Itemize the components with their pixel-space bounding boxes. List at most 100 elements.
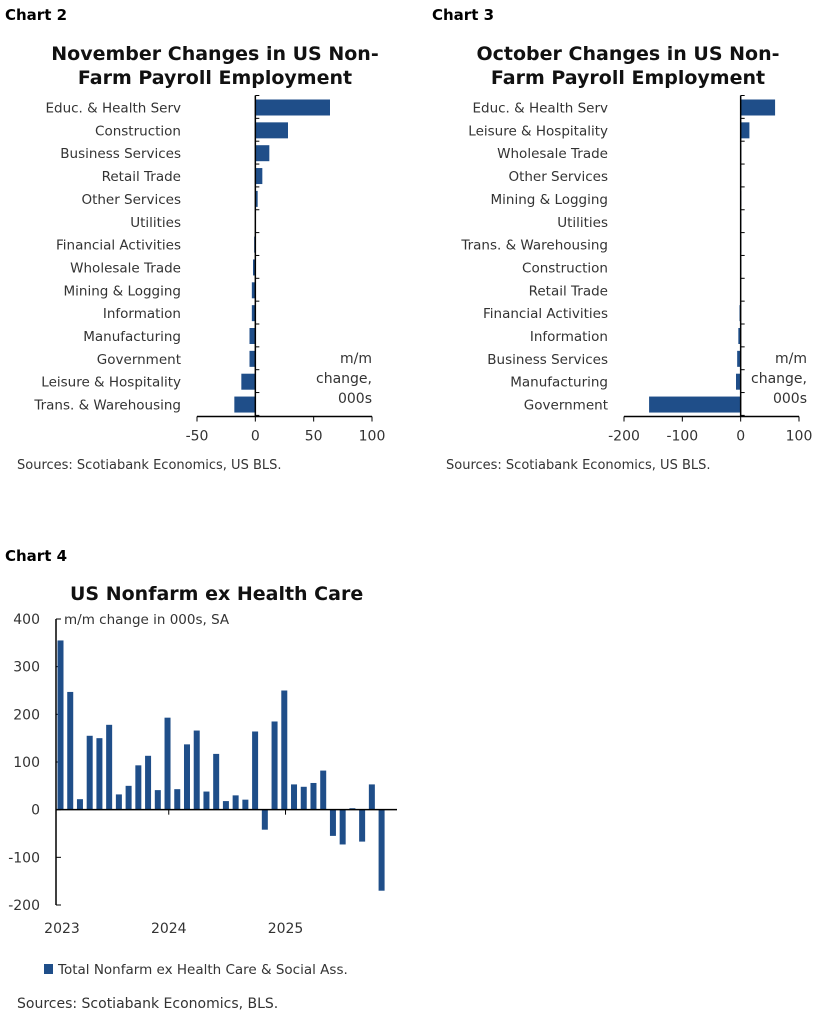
chart3-category-label: Mining & Logging <box>491 192 609 208</box>
chart4-bar <box>261 809 268 830</box>
chart4-bar <box>145 755 152 810</box>
chart4-title: US Nonfarm ex Health Care <box>70 583 364 605</box>
chart3-category-label: Retail Trade <box>529 283 608 299</box>
chart2-x-tick-label: 100 <box>359 429 386 445</box>
chart3-x-tick-label: 0 <box>736 429 745 445</box>
chart4-bar <box>96 738 103 810</box>
chart4-bar <box>232 795 239 810</box>
chart4-y-tick-label: 200 <box>13 707 40 723</box>
chart2-bar <box>241 373 256 390</box>
chart4-x-tick-label: 2025 <box>268 921 304 937</box>
chart2-category-label: Other Services <box>81 192 181 208</box>
chart3-category-label: Trans. & Warehousing <box>460 238 608 254</box>
chart2-bar <box>255 122 288 139</box>
chart4-bar <box>368 784 375 810</box>
chart2-unit-label: m/m <box>340 351 372 367</box>
chart2-category-label: Wholesale Trade <box>70 260 181 276</box>
chart3-label: Chart 3 <box>432 6 495 24</box>
chart2-category-label: Business Services <box>60 146 181 162</box>
chart4-y-tick-label: 0 <box>31 803 40 819</box>
chart4-y-axis-label: m/m change in 000s, SA <box>64 612 230 628</box>
chart4-bar <box>135 765 142 810</box>
chart4-bar <box>300 786 307 810</box>
chart3-category-label: Leisure & Hospitality <box>468 123 608 139</box>
chart4-bar <box>329 809 336 836</box>
chart2-category-label: Information <box>103 306 181 322</box>
chart4-legend-swatch <box>44 964 53 974</box>
chart4-y-tick-label: -200 <box>8 898 40 914</box>
chart2-bar <box>249 328 256 344</box>
chart2-category-label: Trans. & Warehousing <box>33 398 181 414</box>
chart3-unit-label: change, <box>751 371 807 387</box>
chart2-bar <box>249 350 256 367</box>
chart2-bar <box>255 168 263 185</box>
chart2-category-label: Retail Trade <box>102 169 181 185</box>
chart4-y-tick-label: 400 <box>13 612 40 628</box>
chart3-category-label: Manufacturing <box>510 375 608 391</box>
chart2-category-label: Mining & Logging <box>64 283 182 299</box>
chart3-category-label: Construction <box>522 260 608 276</box>
chart3-x-tick-label: -200 <box>608 429 640 445</box>
chart4-bar <box>242 799 249 810</box>
chart3-category-label: Government <box>524 398 608 414</box>
chart4-y-tick-label: 100 <box>13 755 40 771</box>
chart2-source: Sources: Scotiabank Economics, US BLS. <box>17 458 282 473</box>
chart2-bar <box>255 190 258 207</box>
chart4-bar <box>310 782 317 810</box>
chart4-bar <box>203 791 210 810</box>
chart2-label: Chart 2 <box>5 6 68 24</box>
chart4-y-tick-label: 300 <box>13 660 40 676</box>
chart3-unit-label: 000s <box>773 391 807 407</box>
chart4-bar <box>291 784 298 810</box>
chart4-bar <box>320 770 327 810</box>
chart2-bar <box>251 305 256 322</box>
chart4-bar <box>252 731 259 810</box>
chart3-category-label: Information <box>530 329 608 345</box>
chart3-x-tick-label: 100 <box>786 429 813 445</box>
chart2-category-label: Manufacturing <box>83 329 181 345</box>
chart4-bar <box>115 794 122 810</box>
chart3-category-label: Utilities <box>557 215 608 231</box>
chart2-bar <box>251 282 256 299</box>
chart2-category-label: Government <box>97 352 181 368</box>
chart2-category-label: Financial Activities <box>56 238 181 254</box>
chart3-x-tick-label: -100 <box>666 429 698 445</box>
chart2-unit-label: 000s <box>338 391 372 407</box>
chart4-bar <box>359 809 366 842</box>
chart4-bar <box>271 721 278 810</box>
chart2-category-label: Utilities <box>130 215 181 231</box>
chart2-x-tick-label: 50 <box>305 429 323 445</box>
chart2-unit-label: change, <box>316 371 372 387</box>
chart3-bar <box>736 373 741 390</box>
chart3-bar <box>649 396 741 413</box>
chart4-bar <box>339 809 346 845</box>
chart3-category-label: Business Services <box>487 352 608 368</box>
chart2-category-label: Construction <box>95 123 181 139</box>
chart4-y-tick-label: -100 <box>8 850 40 866</box>
chart3-bar <box>740 99 776 116</box>
chart4-bar <box>174 789 181 810</box>
chart2-category-label: Educ. & Health Serv <box>45 101 181 117</box>
chart4-bar <box>76 799 83 810</box>
chart4-bar <box>154 790 161 810</box>
chart4-bar <box>86 735 93 810</box>
chart2-bar <box>255 99 330 116</box>
chart4-bar <box>125 785 132 810</box>
chart2-category-label: Leisure & Hospitality <box>41 375 181 391</box>
chart4-bar <box>281 690 288 810</box>
chart4-bar <box>222 801 229 810</box>
chart4-bar <box>183 744 190 810</box>
chart2-bar <box>234 396 256 413</box>
chart4-x-tick-label: 2024 <box>151 921 187 937</box>
chart3-bar <box>740 122 750 139</box>
chart4-bar <box>67 691 74 810</box>
chart3-title: October Changes in US Non-Farm Payroll E… <box>476 43 780 89</box>
chart2-x-tick-label: -50 <box>186 429 209 445</box>
chart2-bar <box>253 259 256 276</box>
chart3-bar <box>738 328 741 344</box>
chart4-bar <box>106 724 113 810</box>
chart4-bar <box>164 717 171 810</box>
chart2-title: November Changes in US Non-Farm Payroll … <box>51 43 379 89</box>
chart3-category-label: Educ. & Health Serv <box>472 101 608 117</box>
